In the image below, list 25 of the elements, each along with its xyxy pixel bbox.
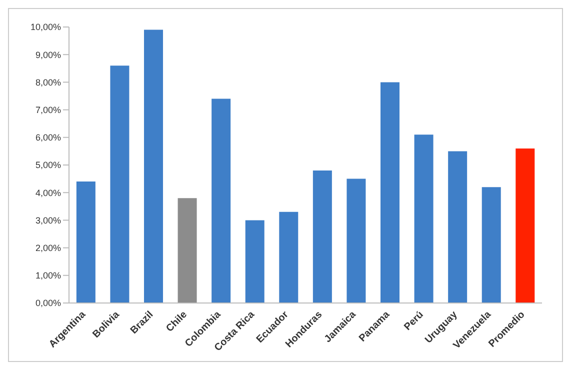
y-tick-label: 3,00%: [35, 215, 61, 226]
bar: [346, 178, 366, 303]
y-tick-label: 4,00%: [35, 188, 61, 198]
y-tick-label: 2,00%: [35, 242, 61, 253]
bar: [144, 30, 164, 303]
bar: [110, 66, 130, 303]
y-tick-label: 9,00%: [35, 50, 61, 60]
y-tick-label: 1,00%: [35, 270, 61, 281]
y-tick-label: 8,00%: [35, 77, 61, 88]
bar: [516, 148, 535, 303]
bar: [212, 98, 231, 303]
y-tick-label: 6,00%: [35, 132, 61, 143]
y-tick-label: 5,00%: [35, 160, 61, 170]
bar: [380, 82, 400, 303]
bar: [482, 187, 501, 303]
bar: [448, 151, 468, 303]
bar: [414, 134, 434, 303]
bar: [245, 220, 264, 303]
bar: [312, 170, 332, 303]
y-tick-label: 10,00%: [30, 22, 61, 32]
bar: [279, 212, 298, 303]
y-tick-label: 0,00%: [35, 298, 61, 308]
bar: [178, 198, 197, 303]
bar: [76, 182, 96, 303]
y-tick-label: 7,00%: [35, 104, 61, 115]
